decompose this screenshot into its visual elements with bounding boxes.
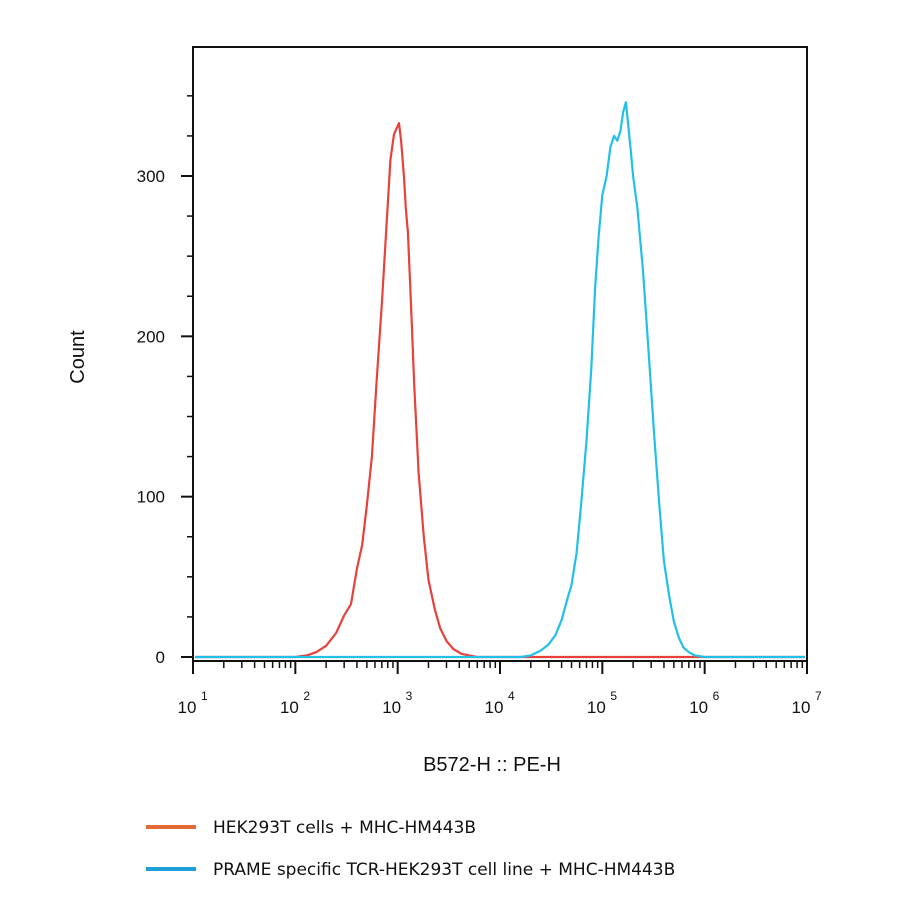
x-tick-base: 10 [792,698,811,717]
x-axis-minor-ticks [223,661,804,668]
series-line-1 [195,121,805,659]
y-axis-tick-labels: 0 100 200 300 [137,167,165,667]
legend: HEK293T cells + MHC-HM443B PRAME specific… [146,818,675,880]
x-tick-base: 10 [178,698,197,717]
x-tick-exponent: 7 [815,689,822,703]
series-lines [195,101,805,659]
x-tick-base: 10 [587,698,606,717]
x-axis-tick-labels: 10 1 10 2 10 3 10 4 10 5 10 6 10 7 [178,689,822,717]
x-tick-base: 10 [485,698,504,717]
x-tick-exponent: 2 [303,689,310,703]
legend-item-1: HEK293T cells + MHC-HM443B [146,818,476,838]
x-tick-base: 10 [382,698,401,717]
x-tick-label: 10 5 [587,689,617,717]
x-axis-title: B572-H :: PE-H [423,754,561,776]
y-tick-label: 0 [156,648,165,667]
x-tick-exponent: 3 [406,689,413,703]
plot-frame [192,46,808,662]
x-tick-label: 10 3 [382,689,412,717]
y-tick-label: 100 [137,488,165,507]
x-tick-label: 10 4 [485,689,515,717]
legend-label: HEK293T cells + MHC-HM443B [213,818,476,838]
x-axis-major-ticks [192,661,808,674]
y-axis-title: Count [67,330,89,384]
x-tick-label: 10 6 [689,689,719,717]
x-tick-label: 10 1 [178,689,208,717]
x-tick-exponent: 4 [508,689,515,703]
legend-label: PRAME specific TCR-HEK293T cell line + M… [213,860,675,880]
x-tick-exponent: 5 [610,689,617,703]
x-tick-base: 10 [689,698,708,717]
x-tick-exponent: 1 [201,689,208,703]
x-tick-base: 10 [280,698,299,717]
y-tick-label: 200 [137,327,165,346]
x-tick-exponent: 6 [713,689,720,703]
legend-item-2: PRAME specific TCR-HEK293T cell line + M… [146,860,675,880]
y-axis-minor-ticks [187,95,193,618]
y-axis-major-ticks [181,175,193,658]
x-tick-label: 10 2 [280,689,310,717]
series-line-2 [195,101,805,659]
y-tick-label: 300 [137,167,165,186]
x-tick-label: 10 7 [792,689,822,717]
